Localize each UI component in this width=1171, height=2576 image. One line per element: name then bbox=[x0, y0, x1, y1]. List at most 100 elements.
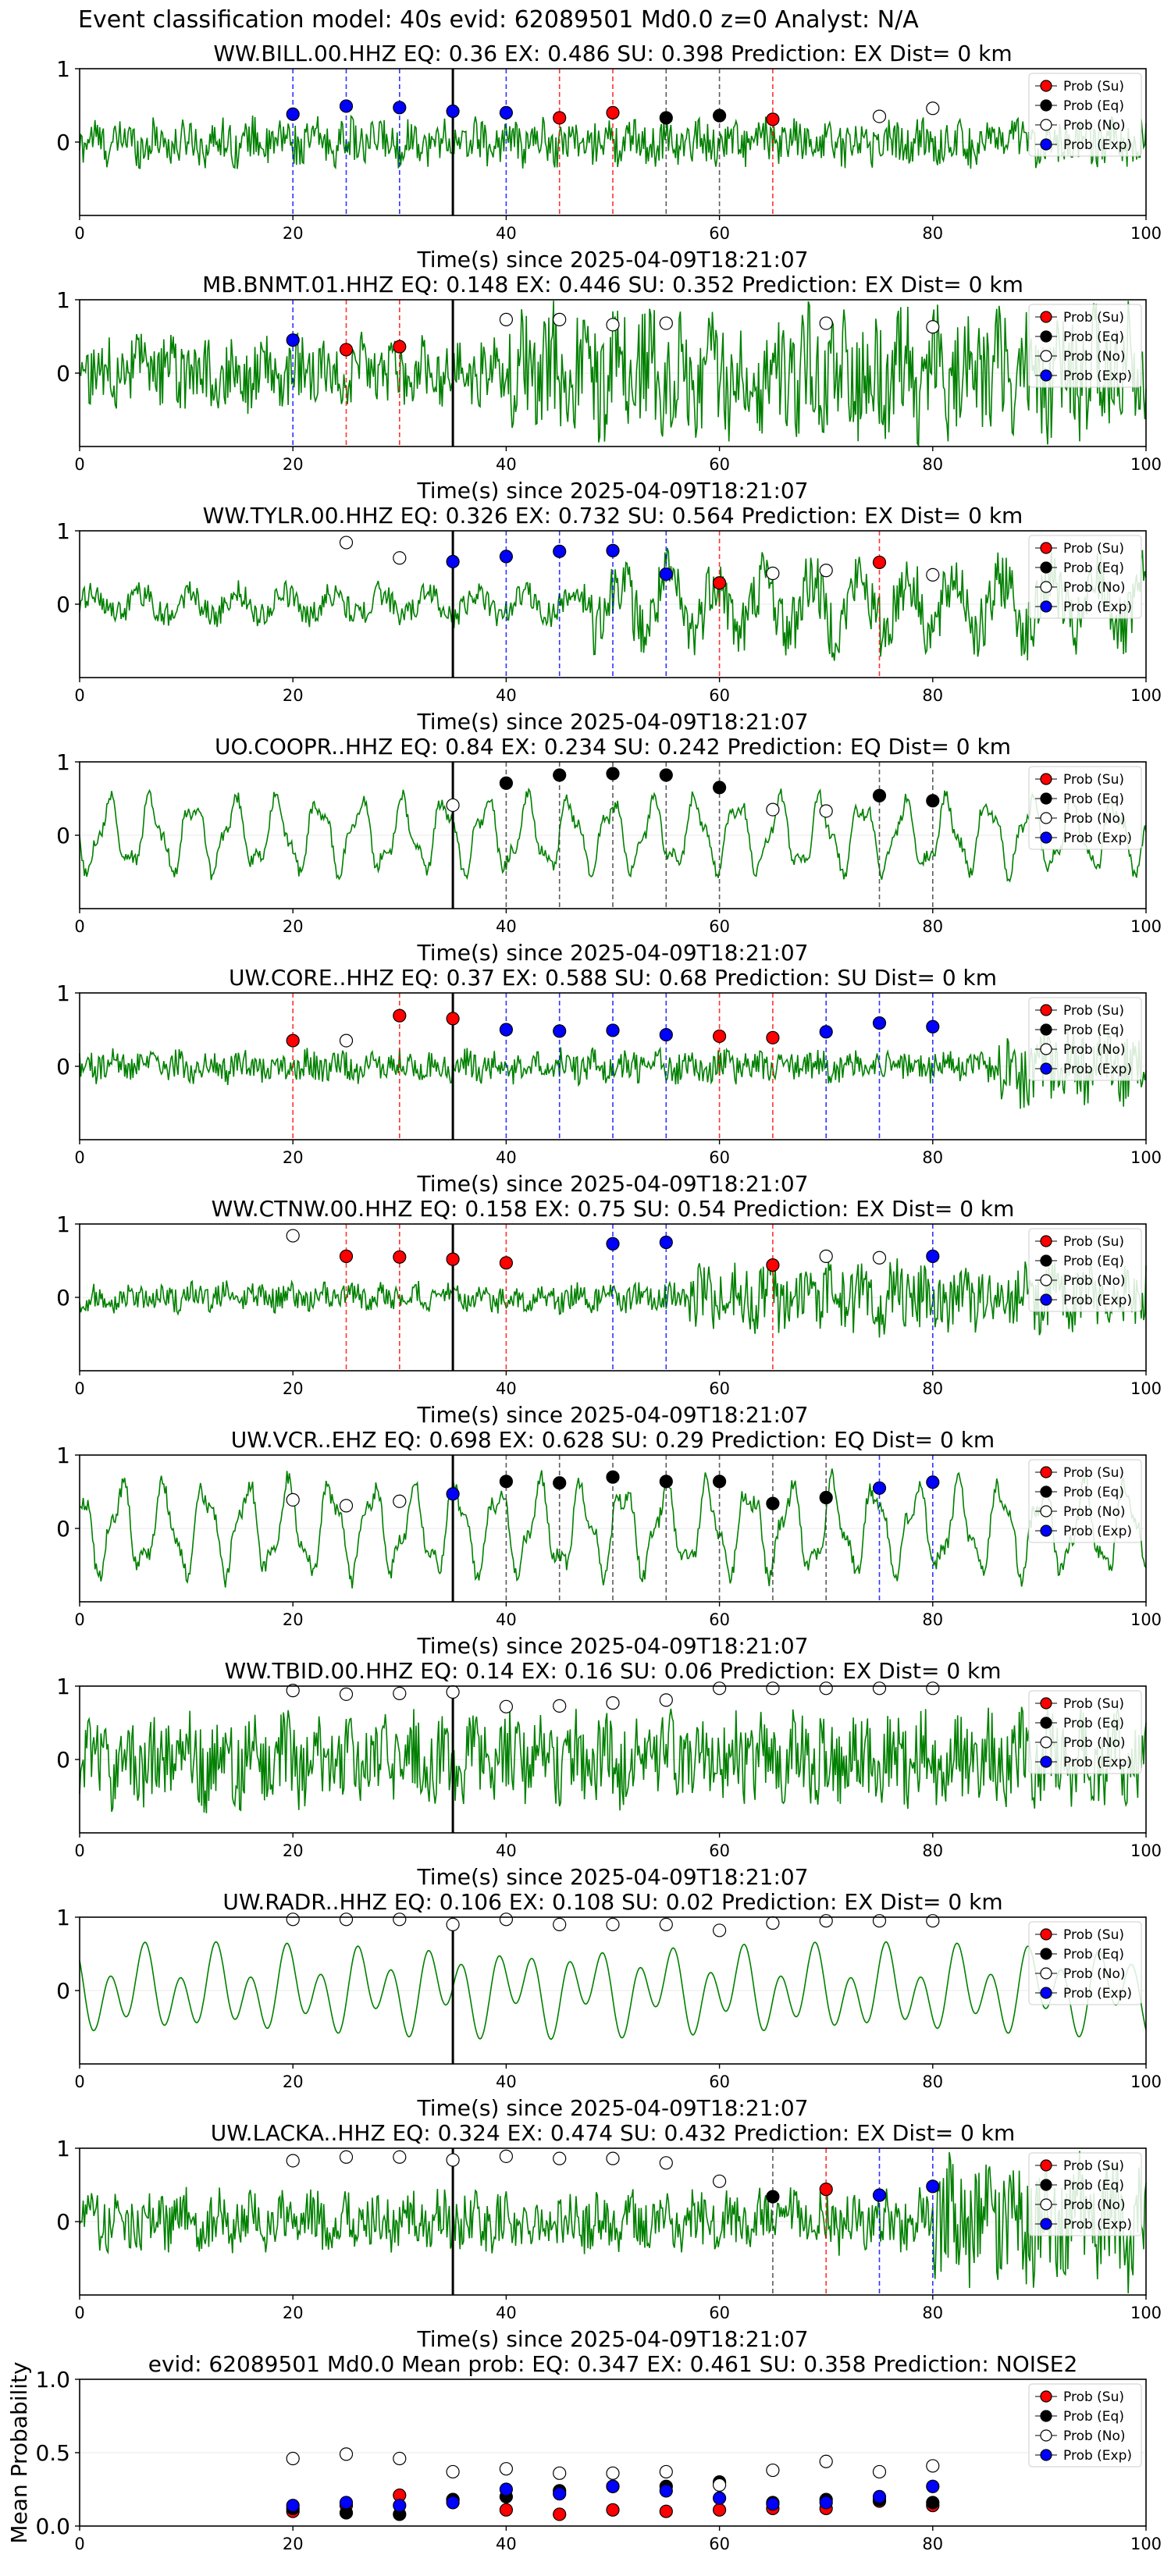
prob-marker-su bbox=[819, 2183, 833, 2197]
subplot-title: WW.BILL.00.HHZ EQ: 0.36 EX: 0.486 SU: 0.… bbox=[213, 41, 1012, 66]
legend: Prob (Su) Prob (Eq) Prob (No) Prob (Exp) bbox=[1028, 1690, 1142, 1774]
mean-prob-marker-no bbox=[659, 2464, 673, 2479]
legend-label: Prob (Eq) bbox=[1063, 98, 1124, 114]
legend-marker bbox=[1040, 99, 1052, 112]
subplot-6: WW.CTNW.00.HHZ EQ: 0.158 EX: 0.75 SU: 0.… bbox=[56, 1196, 1162, 1428]
prob-marker-no bbox=[286, 2154, 300, 2168]
legend-marker bbox=[1040, 2429, 1052, 2442]
legend-marker bbox=[1040, 1987, 1052, 1999]
x-tick-label: 80 bbox=[922, 1148, 943, 1167]
prob-marker-no bbox=[712, 2174, 727, 2188]
prob-marker-no bbox=[499, 1912, 514, 1927]
y-tick-label: 1 bbox=[56, 1443, 70, 1468]
x-tick-label: 40 bbox=[496, 1610, 517, 1629]
x-tick-label: 100 bbox=[1130, 2073, 1162, 2091]
prob-marker-no bbox=[446, 1685, 460, 1699]
x-tick-label: 100 bbox=[1130, 1610, 1162, 1629]
prob-marker-no bbox=[446, 2153, 460, 2167]
legend-label: Prob (Exp) bbox=[1063, 137, 1132, 153]
legend-label: Prob (Eq) bbox=[1063, 560, 1124, 576]
legend-marker bbox=[1040, 330, 1052, 343]
x-tick-label: 0 bbox=[74, 224, 84, 243]
legend-marker bbox=[1040, 561, 1052, 574]
mean-prob-marker-no bbox=[446, 2464, 460, 2479]
prob-marker-eq bbox=[606, 1470, 620, 1484]
prob-marker-no bbox=[766, 566, 780, 581]
prob-marker-exp bbox=[499, 105, 514, 119]
legend-box bbox=[1028, 1921, 1142, 2005]
legend-label: Prob (No) bbox=[1063, 811, 1126, 827]
mean-prob-marker-exp bbox=[659, 2484, 673, 2498]
legend-label: Prob (Eq) bbox=[1063, 1485, 1124, 1500]
legend-label: Prob (Su) bbox=[1063, 79, 1124, 94]
prob-marker-no bbox=[499, 1699, 514, 1713]
legend-label: Prob (Exp) bbox=[1063, 1755, 1132, 1770]
legend-marker bbox=[1040, 1525, 1052, 1537]
mean-prob-marker-exp bbox=[499, 2482, 514, 2496]
prob-marker-su bbox=[446, 1252, 460, 1266]
legend-label: Prob (Su) bbox=[1063, 2158, 1124, 2174]
x-tick-label: 0 bbox=[74, 1148, 84, 1167]
legend-label: Prob (Su) bbox=[1063, 772, 1124, 788]
legend-box bbox=[1028, 1459, 1142, 1543]
mean-prob-marker-eq bbox=[926, 2496, 940, 2510]
mean-prob-marker-no bbox=[339, 2447, 354, 2461]
prob-marker-no bbox=[339, 535, 354, 550]
legend-label: Prob (Exp) bbox=[1063, 600, 1132, 615]
legend-label: Prob (No) bbox=[1063, 2428, 1126, 2444]
prob-marker-exp bbox=[446, 1487, 460, 1501]
waveform-trace bbox=[79, 1706, 1147, 1813]
x-tick-label: 40 bbox=[496, 224, 517, 243]
prob-marker-exp bbox=[499, 1023, 514, 1037]
legend-marker bbox=[1040, 792, 1052, 805]
prob-marker-eq bbox=[712, 781, 727, 795]
prob-marker-no bbox=[286, 1229, 300, 1243]
y-tick-label: 1.0 bbox=[35, 2367, 70, 2393]
prob-marker-no bbox=[659, 316, 673, 330]
prob-marker-eq bbox=[659, 768, 673, 782]
prob-marker-no bbox=[819, 564, 833, 578]
legend-label: Prob (Su) bbox=[1063, 2389, 1124, 2405]
x-tick-label: 100 bbox=[1130, 1379, 1162, 1398]
legend-marker bbox=[1040, 1967, 1052, 1980]
prob-marker-exp bbox=[286, 107, 300, 121]
prob-marker-exp bbox=[659, 1235, 673, 1250]
legend-marker bbox=[1040, 831, 1052, 844]
prob-marker-su bbox=[393, 1009, 407, 1023]
prob-marker-eq bbox=[766, 1496, 780, 1510]
legend-marker bbox=[1040, 80, 1052, 92]
prob-marker-no bbox=[499, 2149, 514, 2163]
subplot-10: UW.LACKA..HHZ EQ: 0.324 EX: 0.474 SU: 0.… bbox=[56, 2120, 1162, 2352]
x-tick-label: 40 bbox=[496, 686, 517, 705]
legend-label: Prob (Su) bbox=[1063, 1696, 1124, 1712]
subplot-9: UW.RADR..HHZ EQ: 0.106 EX: 0.108 SU: 0.0… bbox=[56, 1889, 1162, 2121]
subplot-title: UW.RADR..HHZ EQ: 0.106 EX: 0.108 SU: 0.0… bbox=[222, 1889, 1002, 1915]
legend-label: Prob (Eq) bbox=[1063, 2409, 1124, 2425]
legend-marker bbox=[1040, 1697, 1052, 1710]
subplot-title: UW.CORE..HHZ EQ: 0.37 EX: 0.588 SU: 0.68… bbox=[229, 965, 997, 991]
x-tick-label: 60 bbox=[709, 2304, 730, 2322]
prob-marker-exp bbox=[339, 99, 354, 113]
y-tick-label: 0 bbox=[56, 823, 70, 849]
legend-label: Prob (Eq) bbox=[1063, 1023, 1124, 1038]
legend-label: Prob (Su) bbox=[1063, 1465, 1124, 1481]
subplot-5: UW.CORE..HHZ EQ: 0.37 EX: 0.588 SU: 0.68… bbox=[56, 965, 1162, 1197]
y-tick-label: 0 bbox=[56, 1747, 70, 1773]
x-axis-label: Time(s) since 2025-04-09T18:21:07 bbox=[416, 709, 808, 735]
x-tick-label: 40 bbox=[496, 2535, 517, 2553]
mean-prob-marker-no bbox=[926, 2459, 940, 2473]
prob-marker-no bbox=[339, 2150, 354, 2164]
prob-marker-no bbox=[926, 320, 940, 334]
y-tick-label: 1 bbox=[56, 1212, 70, 1237]
subplot-title: WW.TYLR.00.HHZ EQ: 0.326 EX: 0.732 SU: 0… bbox=[203, 503, 1023, 528]
x-tick-label: 0 bbox=[74, 2073, 84, 2091]
prob-marker-no bbox=[659, 1917, 673, 1931]
legend-label: Prob (Exp) bbox=[1063, 1062, 1132, 1077]
prob-marker-no bbox=[926, 1914, 940, 1928]
x-axis-label: Time(s) since 2025-04-09T18:21:07 bbox=[416, 478, 808, 503]
legend-label: Prob (No) bbox=[1063, 1735, 1126, 1751]
prob-marker-exp bbox=[926, 2179, 940, 2194]
prob-marker-no bbox=[819, 1681, 833, 1695]
y-tick-label: 0 bbox=[56, 361, 70, 386]
subplot-4: UO.COOPR..HHZ EQ: 0.84 EX: 0.234 SU: 0.2… bbox=[56, 734, 1162, 966]
